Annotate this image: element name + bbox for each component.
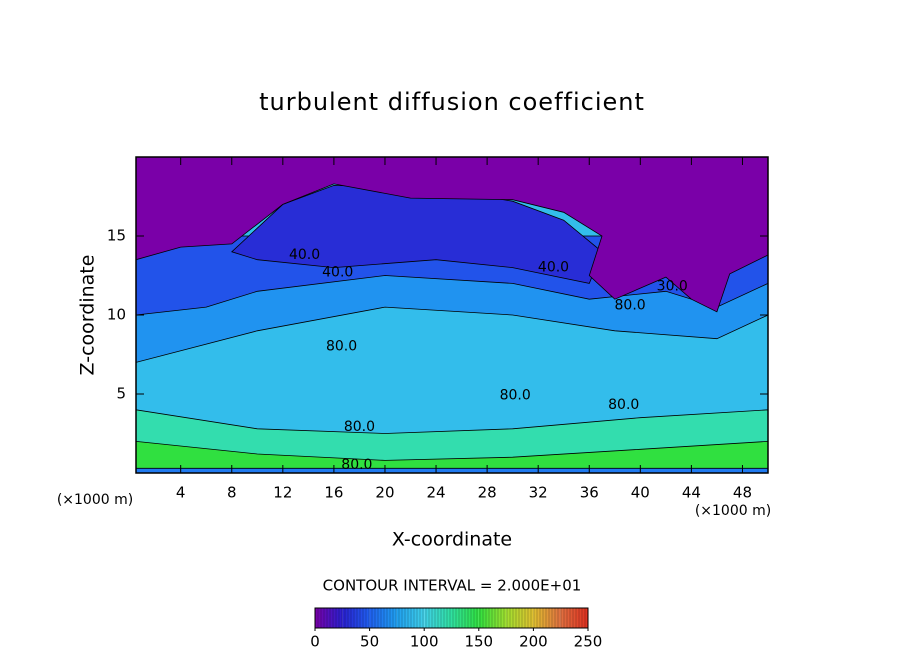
y-tick-label: 15 xyxy=(107,227,126,245)
x-axis-label: X-coordinate xyxy=(392,529,512,551)
y-axis-label: Z-coordinate xyxy=(77,255,99,376)
contour-label: 80.0 xyxy=(615,298,646,314)
contour-label: 80.0 xyxy=(341,457,372,473)
colorbar-segment xyxy=(451,608,479,628)
colorbar-segment xyxy=(506,608,534,628)
colorbar-tick-label: 200 xyxy=(519,633,548,651)
colorbar-tick-label: 100 xyxy=(410,633,439,651)
colorbar-tick-label: 0 xyxy=(310,633,320,651)
colorbar-tick-label: 150 xyxy=(464,633,493,651)
contour-label: 80.0 xyxy=(326,339,357,355)
x-unit-label: (×1000 m) xyxy=(57,492,133,508)
x-tick-label: 44 xyxy=(682,484,701,502)
colorbar-segment xyxy=(424,608,452,628)
colorbar-segment xyxy=(369,608,397,628)
contour-label: 80.0 xyxy=(608,397,639,413)
contour-region xyxy=(136,157,768,313)
contour-region xyxy=(136,467,768,473)
x-tick-label: 24 xyxy=(426,484,445,502)
contour-label: 80.0 xyxy=(344,419,375,435)
x-tick-label: 40 xyxy=(631,484,650,502)
colorbar-segment xyxy=(342,608,370,628)
y-tick-label: 5 xyxy=(116,385,126,403)
contour-label: 40.0 xyxy=(322,264,353,280)
colorbar-frame xyxy=(314,607,589,629)
x-tick-label: 8 xyxy=(227,484,237,502)
x-unit-label: (×1000 m) xyxy=(695,503,771,519)
colorbar-segment xyxy=(315,608,343,628)
x-tick-label: 28 xyxy=(478,484,497,502)
contour-label: 40.0 xyxy=(289,247,320,263)
contour-region xyxy=(136,440,768,473)
contour-label: 30.0 xyxy=(657,279,688,295)
x-tick-label: 20 xyxy=(375,484,394,502)
colorbar-segment xyxy=(478,608,507,628)
colorbar-tick-label: 50 xyxy=(360,633,379,651)
x-tick-label: 32 xyxy=(529,484,548,502)
contour-field xyxy=(136,157,768,473)
x-tick-label: 36 xyxy=(580,484,599,502)
colorbar-segment xyxy=(560,608,588,628)
colorbar-segment xyxy=(533,608,561,628)
x-tick-label: 16 xyxy=(324,484,343,502)
x-tick-label: 12 xyxy=(273,484,292,502)
x-tick-label: 4 xyxy=(176,484,186,502)
y-tick-label: 10 xyxy=(107,306,126,324)
x-tick-label: 48 xyxy=(733,484,752,502)
colorbar-tick-label: 250 xyxy=(574,633,603,651)
contour-interval: CONTOUR INTERVAL = 2.000E+01 xyxy=(323,577,582,595)
colorbar-segment xyxy=(396,608,425,628)
contour-label: 40.0 xyxy=(538,260,569,276)
contour-label: 80.0 xyxy=(500,388,531,404)
chart-title: turbulent diffusion coefficient xyxy=(259,88,645,116)
